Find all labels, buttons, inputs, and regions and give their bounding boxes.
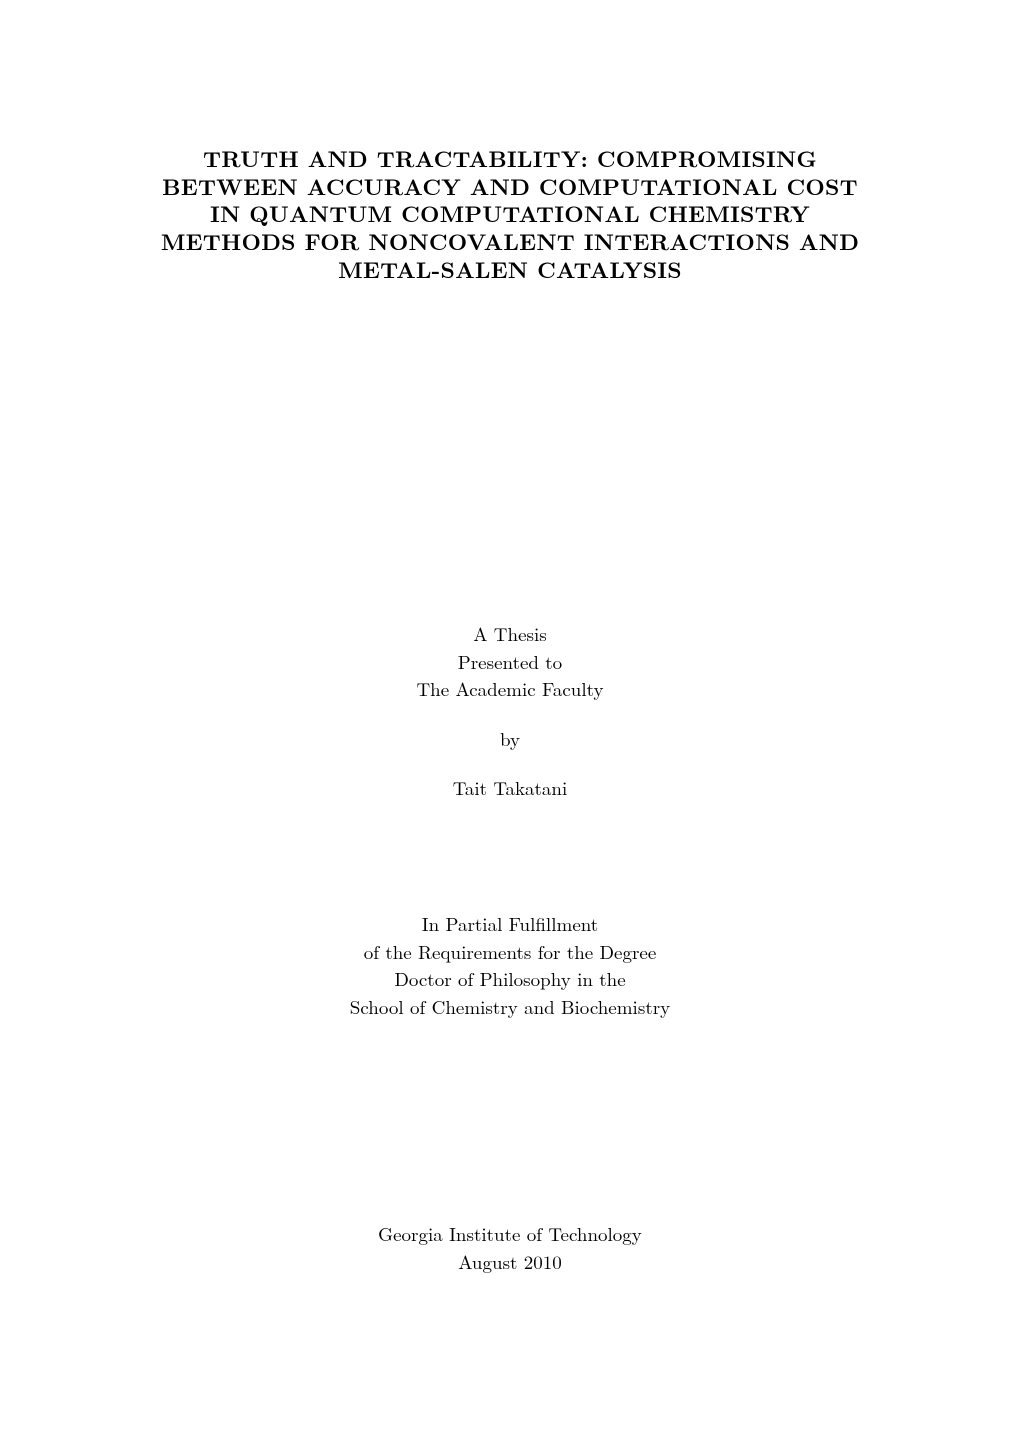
thesis-date: August 2010 bbox=[0, 1248, 1020, 1276]
title-block: TRUTH AND TRACTABILITY: COMPROMISING BET… bbox=[130, 145, 890, 283]
title-line-1: TRUTH AND TRACTABILITY: COMPROMISING bbox=[130, 145, 890, 173]
fulfillment-line-3: Doctor of Philosophy in the bbox=[0, 965, 1020, 993]
institution-date-block: Georgia Institute of Technology August 2… bbox=[0, 1220, 1020, 1275]
front-matter-block: A Thesis Presented to The Academic Facul… bbox=[0, 620, 1020, 802]
author-name: Tait Takatani bbox=[0, 774, 1020, 802]
title-line-3: IN QUANTUM COMPUTATIONAL CHEMISTRY bbox=[130, 200, 890, 228]
doc-type-label: A Thesis bbox=[0, 620, 1020, 648]
fulfillment-line-2: of the Requirements for the Degree bbox=[0, 938, 1020, 966]
fulfillment-line-1: In Partial Fulfillment bbox=[0, 910, 1020, 938]
fulfillment-block: In Partial Fulfillment of the Requiremen… bbox=[0, 910, 1020, 1020]
by-label: by bbox=[0, 725, 1020, 753]
title-line-5: METAL-SALEN CATALYSIS bbox=[130, 256, 890, 284]
presented-to-label: Presented to bbox=[0, 648, 1020, 676]
faculty-label: The Academic Faculty bbox=[0, 675, 1020, 703]
fulfillment-line-4: School of Chemistry and Biochemistry bbox=[0, 993, 1020, 1021]
thesis-title-page: TRUTH AND TRACTABILITY: COMPROMISING BET… bbox=[0, 0, 1020, 1443]
institution-name: Georgia Institute of Technology bbox=[0, 1220, 1020, 1248]
title-line-4: METHODS FOR NONCOVALENT INTERACTIONS AND bbox=[130, 228, 890, 256]
title-line-2: BETWEEN ACCURACY AND COMPUTATIONAL COST bbox=[130, 173, 890, 201]
